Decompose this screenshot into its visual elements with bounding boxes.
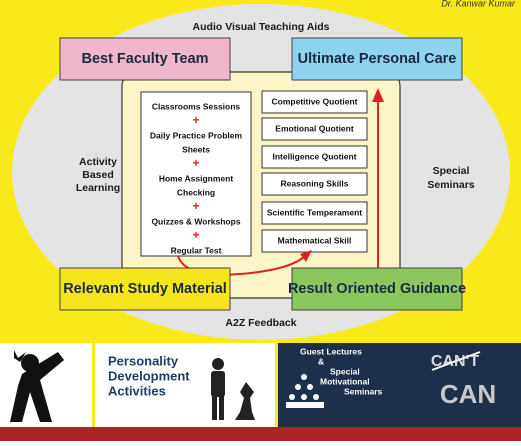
personality-line: Development: [108, 368, 190, 383]
corner-box: [291, 267, 463, 311]
step: Home Assignment: [159, 173, 233, 183]
skill: Scientific Temperament: [267, 207, 362, 217]
can-text: CAN: [440, 379, 496, 409]
step: Checking: [177, 187, 215, 197]
skill: Mathematical Skill: [278, 235, 352, 245]
corner-label: Ultimate Personal Care: [298, 51, 457, 67]
step: Sheets: [182, 144, 210, 154]
strike: [431, 351, 481, 371]
corner-label: Result Oriented Guidance: [288, 281, 466, 297]
skill: Emotional Quotient: [275, 123, 354, 133]
left-line: Based: [82, 169, 114, 181]
skill-box: [261, 229, 368, 253]
step: Daily Practice Problem: [150, 130, 243, 140]
skill-box: [261, 90, 368, 114]
step: Classrooms Sessions: [152, 101, 241, 111]
left-line: Activity: [79, 156, 117, 168]
seminar-line: Motivational: [320, 376, 370, 386]
right-line: Special: [433, 165, 470, 177]
skill-box: [261, 172, 368, 196]
pyramid: [286, 374, 324, 408]
stick-figure: [10, 350, 64, 422]
skill: Intelligence Quotient: [272, 151, 356, 161]
curved-arrow: [177, 255, 306, 276]
corner-label: Relevant Study Material: [63, 281, 227, 297]
corner-boxes: Best Faculty Team Ultimate Personal Care R…: [59, 37, 466, 311]
arrow-head: [372, 88, 384, 102]
seminar-line: &: [318, 356, 324, 366]
corner-box: [59, 267, 231, 311]
step: Quizzes & Workshops: [151, 216, 240, 226]
seminar-line: Special: [330, 366, 360, 376]
process-box: [140, 91, 252, 257]
personality-line: Activities: [108, 383, 166, 398]
step: Regular Test: [171, 245, 222, 255]
plus: +: [192, 228, 199, 242]
skill: Reasoning Skills: [280, 178, 348, 188]
curved-arrow-head: [300, 250, 312, 262]
footer-bar: [0, 427, 521, 441]
plus: +: [192, 199, 199, 213]
personality-line: Personality: [108, 353, 179, 368]
bottom-label: A2Z Feedback: [225, 317, 296, 329]
corner-box: [291, 37, 463, 81]
plus: +: [192, 156, 199, 170]
left-line: Learning: [76, 182, 120, 194]
seminar-line: Seminars: [344, 386, 383, 396]
corner-label: Best Faculty Team: [81, 51, 208, 67]
process-steps: Classrooms Sessions + Daily Practice Probl…: [150, 101, 243, 255]
skill-box: [261, 201, 368, 225]
author: Dr. Kanwar Kumar: [441, 0, 516, 8]
skill-box: [261, 145, 368, 169]
skills-list: Competitive Quotient Emotional Quotient In…: [261, 90, 368, 253]
plus: +: [192, 113, 199, 127]
seminar-line: Guest Lectures: [300, 346, 362, 356]
skill: Competitive Quotient: [272, 96, 358, 106]
skill-box: [261, 117, 368, 141]
corner-box: [59, 37, 231, 81]
silhouette: [211, 358, 255, 420]
right-line: Seminars: [427, 179, 474, 191]
top-label: Audio Visual Teaching Aids: [193, 21, 330, 33]
panel-seminars: [278, 343, 521, 427]
right-label: Special Seminars: [427, 165, 474, 191]
